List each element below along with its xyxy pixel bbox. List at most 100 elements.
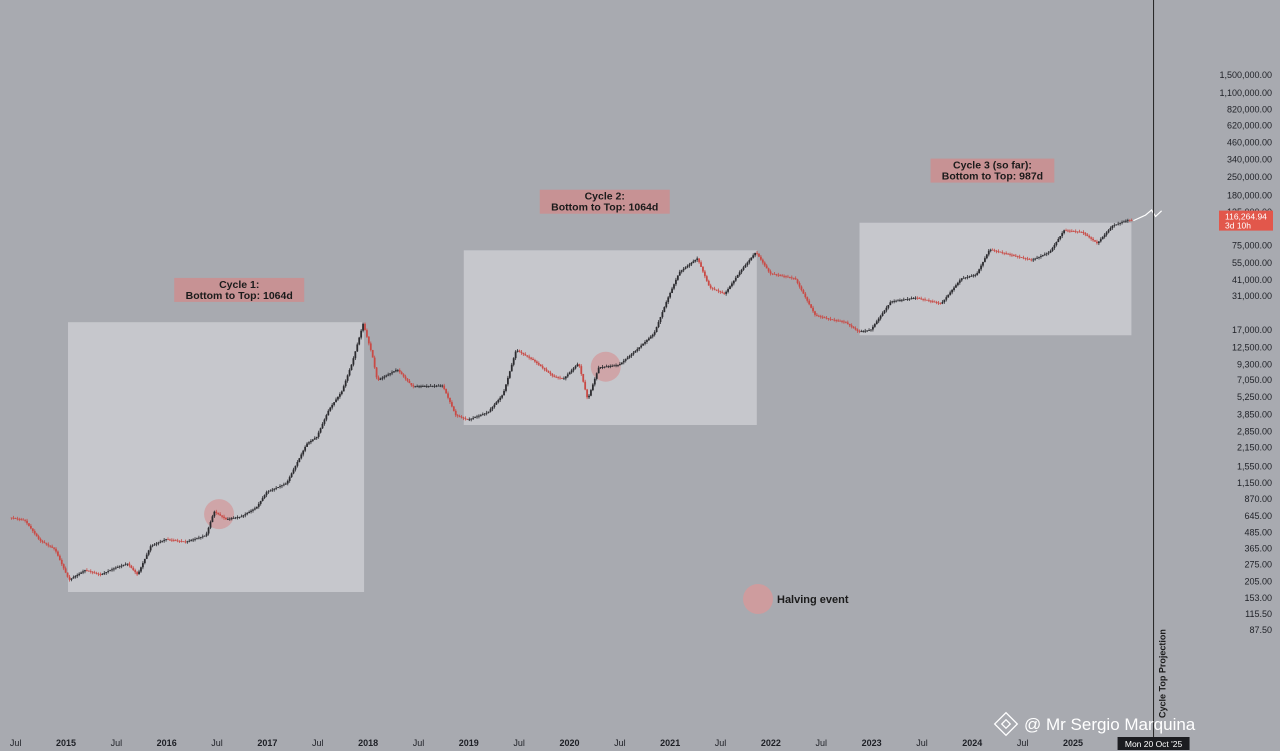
candle-body (57, 551, 59, 556)
candle-body (875, 321, 878, 325)
candle-body (1041, 255, 1044, 257)
candle-body (933, 301, 936, 303)
candle-body (800, 286, 803, 291)
candle-body (327, 410, 330, 416)
candle (466, 418, 469, 420)
candle-body (180, 541, 183, 542)
candle-body (20, 519, 23, 521)
candle (263, 494, 266, 500)
candle (134, 568, 137, 575)
candle (636, 347, 639, 353)
candle-body (64, 568, 67, 573)
candle-body (858, 330, 861, 332)
candle (337, 396, 339, 401)
candle-body (302, 450, 305, 455)
candle-body (72, 577, 75, 579)
candle-body (642, 343, 644, 346)
candle-body (335, 399, 337, 403)
candle (646, 339, 648, 344)
candle-body (78, 573, 81, 575)
candle-body (300, 454, 303, 459)
candle (1022, 255, 1025, 260)
candle-body (848, 323, 851, 326)
candle-body (118, 566, 121, 568)
candle (1076, 231, 1079, 234)
candle (599, 366, 602, 369)
candle (369, 341, 372, 352)
candle-body (810, 304, 813, 308)
candle-body (900, 299, 903, 301)
candle (298, 457, 301, 463)
candle (765, 263, 768, 269)
candle-body (414, 386, 417, 388)
candle-body (929, 300, 932, 302)
candle-body (1082, 232, 1085, 234)
candle (381, 376, 384, 381)
candle-body (483, 413, 486, 415)
candle (149, 544, 152, 553)
candle (416, 384, 419, 388)
candle-body (632, 352, 635, 355)
candle (620, 362, 623, 365)
candle (972, 274, 975, 278)
candle-body (528, 356, 531, 358)
candle (281, 484, 283, 489)
candle (591, 383, 594, 392)
candle-body (893, 301, 896, 302)
candle-body (711, 287, 714, 289)
y-tick-label: 1,500,000.00 (1219, 70, 1272, 80)
candle (881, 311, 884, 317)
candle (846, 320, 849, 325)
candle (816, 313, 818, 317)
candle-body (333, 402, 335, 405)
candle (1055, 241, 1058, 247)
candle-body (982, 261, 984, 266)
x-tick-label: Jul (916, 738, 928, 748)
candle (752, 253, 755, 259)
candle (367, 336, 370, 346)
candle (279, 484, 281, 489)
candle-body (779, 275, 782, 276)
candle-body (549, 372, 552, 375)
candle (427, 385, 430, 388)
candle (248, 510, 251, 514)
candle-body (665, 302, 668, 308)
candle (825, 315, 828, 320)
candle-body (997, 251, 1000, 253)
candle (246, 511, 249, 516)
candle (619, 362, 621, 366)
candle-body (601, 366, 604, 368)
candle-body (507, 377, 509, 385)
candle-body (134, 570, 137, 573)
candle-body (620, 362, 623, 365)
candle-body (464, 418, 467, 420)
candle-body (819, 316, 822, 318)
y-tick-label: 115.50 (1245, 609, 1272, 619)
candle (350, 364, 353, 371)
binance-logo-icon (993, 711, 1019, 737)
candle (78, 572, 81, 577)
candle (995, 249, 998, 254)
candle-body (532, 358, 534, 361)
candle-body (626, 357, 629, 360)
candle (935, 300, 938, 305)
candle (897, 299, 899, 302)
candle-body (891, 301, 894, 303)
candle-body (922, 298, 925, 300)
candle-body (279, 486, 281, 488)
x-tick-label: 2016 (157, 738, 177, 748)
candle (180, 539, 183, 543)
candlesticks (10, 218, 1133, 582)
candle-body (234, 517, 237, 519)
candle-body (192, 539, 195, 541)
candle-body (926, 299, 928, 301)
candle-body (391, 372, 393, 374)
candle-body (1078, 231, 1081, 233)
candle-body (667, 297, 670, 303)
candle-body (277, 487, 279, 488)
candle (242, 514, 245, 518)
candle (738, 270, 741, 277)
candle (377, 375, 380, 381)
candle-body (456, 415, 459, 417)
candle-body (340, 391, 343, 395)
